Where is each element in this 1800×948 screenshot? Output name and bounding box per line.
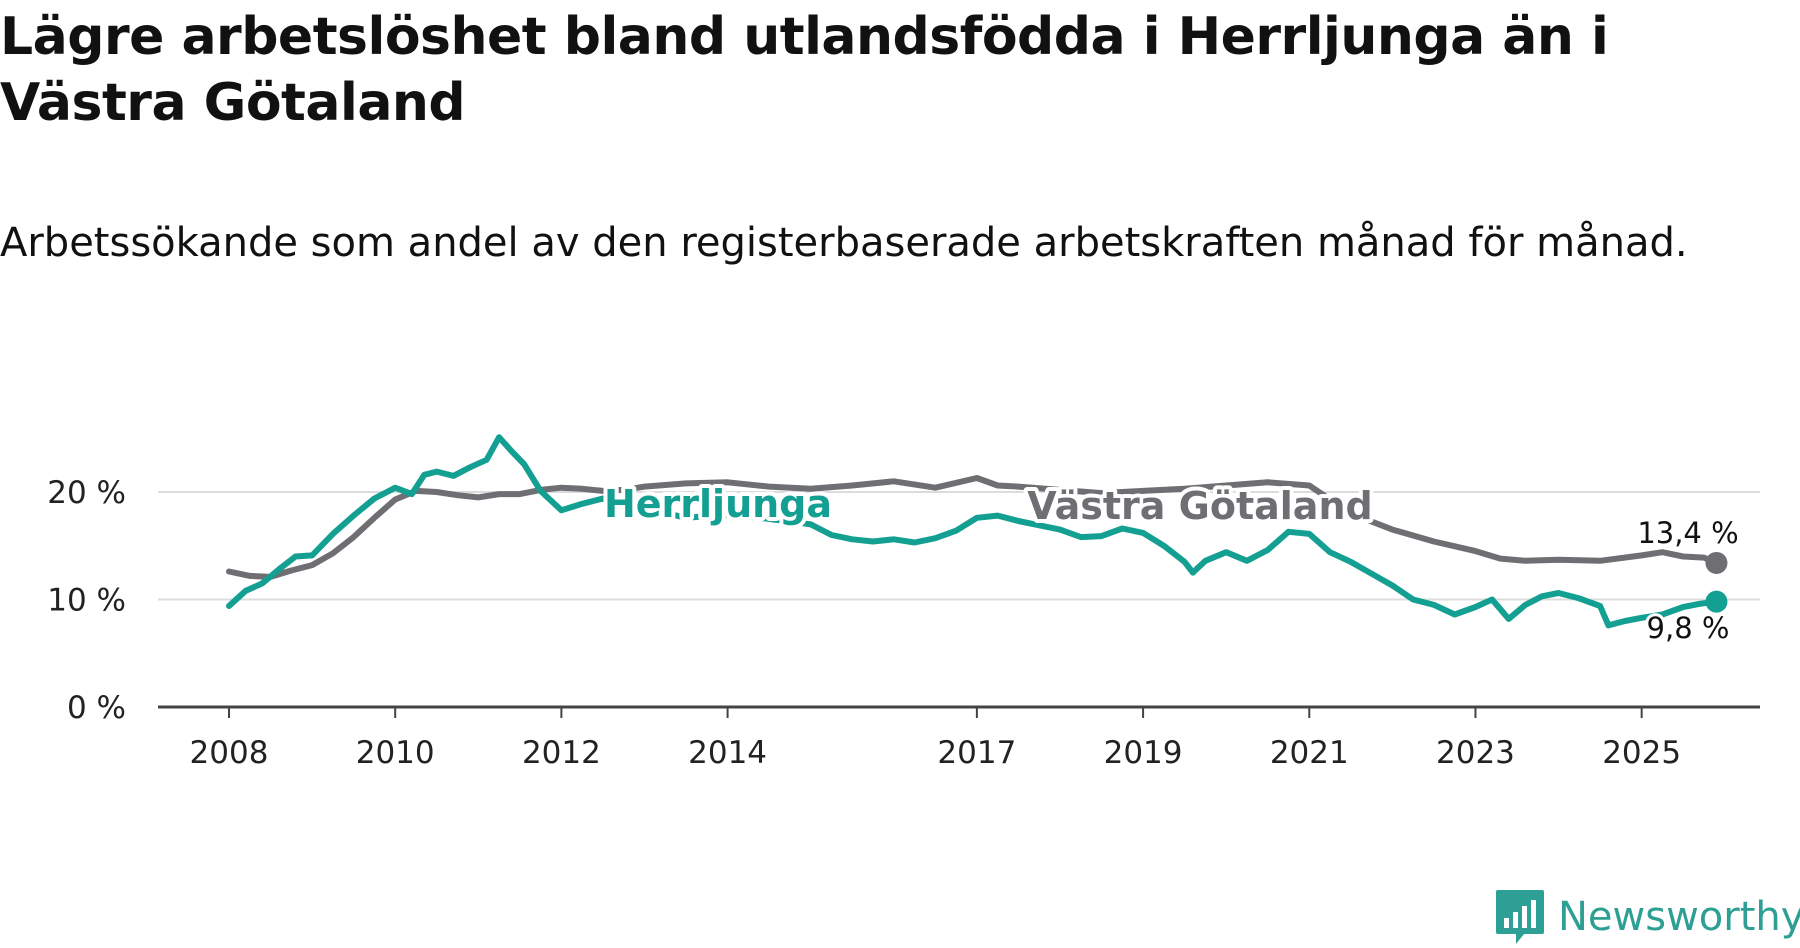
series-label: Västra Götaland (1027, 484, 1372, 528)
x-axis-ticks: 2008 2010 2012 2014 2017 2019 2021 2023 2025 (190, 707, 1681, 771)
chart-subtitle: Arbetssökande som andel av den registerb… (0, 220, 1688, 266)
end-point-marker (1705, 551, 1728, 574)
x-tick-label: 2010 (356, 735, 435, 771)
y-tick-label: 0 % (67, 690, 126, 726)
series-line-herrljunga (226, 434, 1720, 629)
brand-name: Newsworthy (1558, 894, 1800, 940)
x-tick-label: 2023 (1436, 735, 1515, 771)
x-tick-label: 2025 (1602, 735, 1681, 771)
series-lines (226, 434, 1728, 629)
end-point-marker (1705, 590, 1728, 613)
brand-logo: Newsworthy (1494, 888, 1800, 946)
x-tick-label: 2017 (937, 735, 1016, 771)
y-tick-label: 10 % (47, 583, 126, 619)
y-axis-ticks: 0 % 10 % 20 % (47, 475, 126, 726)
x-tick-label: 2019 (1104, 735, 1183, 771)
series-line-v-stra-g-taland (226, 475, 1720, 580)
x-tick-label: 2008 (190, 735, 269, 771)
chart-title: Lägre arbetslöshet bland utlandsfödda i … (0, 7, 1609, 133)
y-tick-label: 20 % (47, 475, 126, 511)
gridlines (158, 491, 1760, 709)
x-tick-label: 2014 (688, 735, 767, 771)
series-label: Herrljunga (604, 482, 832, 526)
newsworthy-logo-icon (1496, 890, 1544, 944)
x-tick-label: 2012 (522, 735, 601, 771)
end-value-label: 9,8 % (1647, 611, 1730, 645)
x-tick-label: 2021 (1270, 735, 1349, 771)
series-labels: Västra Götaland 13,4 % Herrljunga 9,8 % (600, 478, 1742, 648)
end-value-label: 13,4 % (1637, 516, 1738, 550)
